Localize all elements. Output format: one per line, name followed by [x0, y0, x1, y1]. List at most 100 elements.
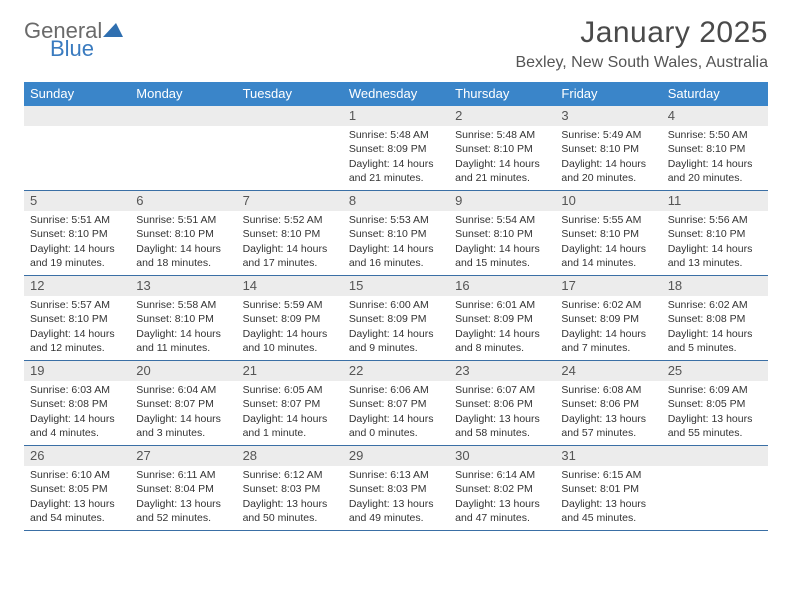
daylight-line: Daylight: 14 hours and 5 minutes.	[668, 327, 764, 355]
day-cell: 19Sunrise: 6:03 AMSunset: 8:08 PMDayligh…	[24, 361, 130, 445]
day-cell: 25Sunrise: 6:09 AMSunset: 8:05 PMDayligh…	[662, 361, 768, 445]
sunrise-line: Sunrise: 6:08 AM	[561, 383, 657, 397]
day-number: 8	[343, 191, 449, 211]
day-body: Sunrise: 5:50 AMSunset: 8:10 PMDaylight:…	[662, 126, 768, 189]
day-number: 7	[237, 191, 343, 211]
sunrise-line: Sunrise: 6:12 AM	[243, 468, 339, 482]
daylight-line: Daylight: 14 hours and 7 minutes.	[561, 327, 657, 355]
day-number	[130, 106, 236, 126]
day-number: 26	[24, 446, 130, 466]
day-body: Sunrise: 6:14 AMSunset: 8:02 PMDaylight:…	[449, 466, 555, 529]
day-cell: 26Sunrise: 6:10 AMSunset: 8:05 PMDayligh…	[24, 446, 130, 530]
day-cell: 18Sunrise: 6:02 AMSunset: 8:08 PMDayligh…	[662, 276, 768, 360]
day-body	[662, 466, 768, 472]
day-cell: 23Sunrise: 6:07 AMSunset: 8:06 PMDayligh…	[449, 361, 555, 445]
day-cell: 31Sunrise: 6:15 AMSunset: 8:01 PMDayligh…	[555, 446, 661, 530]
day-body: Sunrise: 5:51 AMSunset: 8:10 PMDaylight:…	[24, 211, 130, 274]
day-number: 21	[237, 361, 343, 381]
sunset-line: Sunset: 8:07 PM	[243, 397, 339, 411]
calendar-page: GeneralBlue January 2025 Bexley, New Sou…	[0, 0, 792, 551]
day-number: 31	[555, 446, 661, 466]
day-number: 15	[343, 276, 449, 296]
daylight-line: Daylight: 14 hours and 16 minutes.	[349, 242, 445, 270]
sunset-line: Sunset: 8:10 PM	[455, 227, 551, 241]
sunrise-line: Sunrise: 5:51 AM	[136, 213, 232, 227]
sunset-line: Sunset: 8:06 PM	[561, 397, 657, 411]
sunset-line: Sunset: 8:08 PM	[30, 397, 126, 411]
day-cell: 12Sunrise: 5:57 AMSunset: 8:10 PMDayligh…	[24, 276, 130, 360]
daylight-line: Daylight: 14 hours and 13 minutes.	[668, 242, 764, 270]
day-body: Sunrise: 5:48 AMSunset: 8:09 PMDaylight:…	[343, 126, 449, 189]
day-cell: 5Sunrise: 5:51 AMSunset: 8:10 PMDaylight…	[24, 191, 130, 275]
sunset-line: Sunset: 8:09 PM	[561, 312, 657, 326]
daylight-line: Daylight: 13 hours and 47 minutes.	[455, 497, 551, 525]
day-cell	[237, 106, 343, 190]
week-row: 1Sunrise: 5:48 AMSunset: 8:09 PMDaylight…	[24, 106, 768, 191]
day-body: Sunrise: 6:04 AMSunset: 8:07 PMDaylight:…	[130, 381, 236, 444]
sunrise-line: Sunrise: 5:52 AM	[243, 213, 339, 227]
daylight-line: Daylight: 14 hours and 18 minutes.	[136, 242, 232, 270]
sunrise-line: Sunrise: 5:58 AM	[136, 298, 232, 312]
day-body: Sunrise: 6:13 AMSunset: 8:03 PMDaylight:…	[343, 466, 449, 529]
day-cell: 17Sunrise: 6:02 AMSunset: 8:09 PMDayligh…	[555, 276, 661, 360]
sunrise-line: Sunrise: 6:02 AM	[561, 298, 657, 312]
daylight-line: Daylight: 14 hours and 11 minutes.	[136, 327, 232, 355]
sunset-line: Sunset: 8:10 PM	[561, 142, 657, 156]
day-cell: 20Sunrise: 6:04 AMSunset: 8:07 PMDayligh…	[130, 361, 236, 445]
day-cell: 2Sunrise: 5:48 AMSunset: 8:10 PMDaylight…	[449, 106, 555, 190]
sunrise-line: Sunrise: 6:06 AM	[349, 383, 445, 397]
daylight-line: Daylight: 13 hours and 55 minutes.	[668, 412, 764, 440]
sunset-line: Sunset: 8:09 PM	[349, 312, 445, 326]
week-row: 19Sunrise: 6:03 AMSunset: 8:08 PMDayligh…	[24, 361, 768, 446]
sunset-line: Sunset: 8:10 PM	[668, 227, 764, 241]
sunset-line: Sunset: 8:07 PM	[136, 397, 232, 411]
daylight-line: Daylight: 14 hours and 3 minutes.	[136, 412, 232, 440]
sunset-line: Sunset: 8:06 PM	[455, 397, 551, 411]
day-body	[24, 126, 130, 132]
month-title: January 2025	[515, 16, 768, 50]
sunrise-line: Sunrise: 6:05 AM	[243, 383, 339, 397]
sunrise-line: Sunrise: 6:11 AM	[136, 468, 232, 482]
day-cell: 22Sunrise: 6:06 AMSunset: 8:07 PMDayligh…	[343, 361, 449, 445]
day-cell: 16Sunrise: 6:01 AMSunset: 8:09 PMDayligh…	[449, 276, 555, 360]
day-number: 12	[24, 276, 130, 296]
day-body: Sunrise: 6:02 AMSunset: 8:09 PMDaylight:…	[555, 296, 661, 359]
sunrise-line: Sunrise: 5:51 AM	[30, 213, 126, 227]
daylight-line: Daylight: 13 hours and 58 minutes.	[455, 412, 551, 440]
sunrise-line: Sunrise: 5:48 AM	[349, 128, 445, 142]
daylight-line: Daylight: 13 hours and 52 minutes.	[136, 497, 232, 525]
day-body: Sunrise: 5:55 AMSunset: 8:10 PMDaylight:…	[555, 211, 661, 274]
day-number	[662, 446, 768, 466]
logo-triangle-icon	[103, 23, 123, 42]
day-number: 11	[662, 191, 768, 211]
day-cell: 7Sunrise: 5:52 AMSunset: 8:10 PMDaylight…	[237, 191, 343, 275]
sunset-line: Sunset: 8:10 PM	[136, 227, 232, 241]
day-cell: 8Sunrise: 5:53 AMSunset: 8:10 PMDaylight…	[343, 191, 449, 275]
weekday-label: Tuesday	[237, 82, 343, 106]
sunrise-line: Sunrise: 6:03 AM	[30, 383, 126, 397]
day-number: 13	[130, 276, 236, 296]
day-cell: 6Sunrise: 5:51 AMSunset: 8:10 PMDaylight…	[130, 191, 236, 275]
day-body: Sunrise: 6:09 AMSunset: 8:05 PMDaylight:…	[662, 381, 768, 444]
day-cell: 14Sunrise: 5:59 AMSunset: 8:09 PMDayligh…	[237, 276, 343, 360]
sunrise-line: Sunrise: 5:54 AM	[455, 213, 551, 227]
day-number: 2	[449, 106, 555, 126]
day-cell: 4Sunrise: 5:50 AMSunset: 8:10 PMDaylight…	[662, 106, 768, 190]
sunrise-line: Sunrise: 6:13 AM	[349, 468, 445, 482]
daylight-line: Daylight: 14 hours and 4 minutes.	[30, 412, 126, 440]
title-block: January 2025 Bexley, New South Wales, Au…	[515, 16, 768, 72]
daylight-line: Daylight: 14 hours and 8 minutes.	[455, 327, 551, 355]
location: Bexley, New South Wales, Australia	[515, 54, 768, 72]
day-body: Sunrise: 6:15 AMSunset: 8:01 PMDaylight:…	[555, 466, 661, 529]
day-cell	[130, 106, 236, 190]
week-row: 12Sunrise: 5:57 AMSunset: 8:10 PMDayligh…	[24, 276, 768, 361]
daylight-line: Daylight: 14 hours and 20 minutes.	[668, 157, 764, 185]
sunset-line: Sunset: 8:10 PM	[243, 227, 339, 241]
day-cell	[662, 446, 768, 530]
day-cell: 11Sunrise: 5:56 AMSunset: 8:10 PMDayligh…	[662, 191, 768, 275]
daylight-line: Daylight: 14 hours and 19 minutes.	[30, 242, 126, 270]
daylight-line: Daylight: 14 hours and 20 minutes.	[561, 157, 657, 185]
daylight-line: Daylight: 14 hours and 21 minutes.	[455, 157, 551, 185]
daylight-line: Daylight: 14 hours and 9 minutes.	[349, 327, 445, 355]
day-body: Sunrise: 6:08 AMSunset: 8:06 PMDaylight:…	[555, 381, 661, 444]
